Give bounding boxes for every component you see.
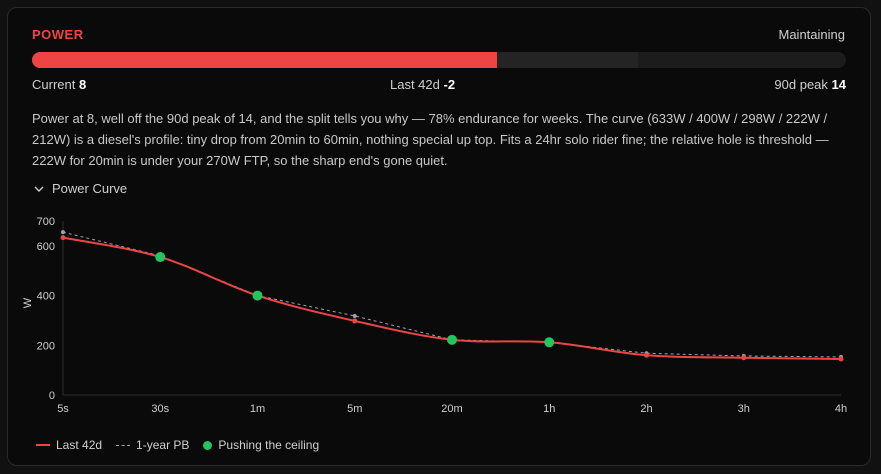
peak-stat: 90d peak 14 (774, 77, 846, 92)
peak-label: 90d peak (774, 77, 828, 92)
y-tick-label: 400 (37, 291, 55, 303)
point-last-42d (60, 235, 66, 241)
power-progress-bar (32, 52, 846, 68)
x-tick-label: 5s (57, 403, 69, 415)
point-last-42d (741, 355, 747, 361)
x-tick-label: 20m (441, 403, 462, 415)
toggle-label: Power Curve (52, 181, 128, 196)
point-pb (352, 313, 357, 318)
chart-legend: Last 42d 1-year PB Pushing the ceiling (36, 438, 333, 452)
point-last-42d (838, 356, 844, 362)
legend-label: 1-year PB (136, 438, 190, 452)
last-label: Last 42d (390, 77, 440, 92)
x-tick-label: 30s (151, 403, 169, 415)
current-value: 8 (78, 77, 87, 92)
summary-text: Power at 8, well off the 90d peak of 14,… (32, 111, 829, 168)
power-curve-toggle[interactable]: Power Curve (34, 181, 127, 196)
y-tick-label: 0 (49, 390, 55, 402)
legend-label: Pushing the ceiling (218, 438, 320, 452)
last-42d-stat: Last 42d -2 (390, 77, 455, 92)
x-tick-label: 1m (250, 403, 265, 415)
legend-swatch-dash (116, 444, 131, 446)
y-tick-label: 600 (37, 241, 55, 253)
x-tick-label: 4h (835, 403, 847, 415)
chevron-down-icon (34, 181, 44, 196)
legend-swatch-line (36, 444, 50, 446)
status-label: Maintaining (778, 27, 846, 42)
current-stat: Current 8 (32, 77, 86, 92)
point-pushing-ceiling (544, 337, 555, 348)
y-axis-label: W (22, 297, 34, 308)
last-value: -2 (443, 77, 456, 92)
x-tick-label: 3h (738, 403, 750, 415)
y-tick-label: 200 (37, 340, 55, 352)
current-label: Current (32, 77, 76, 92)
x-tick-label: 1h (543, 403, 555, 415)
legend-label: Last 42d (56, 438, 103, 452)
legend-highlight: Pushing the ceiling (203, 438, 319, 452)
metric-title: POWER (32, 27, 84, 42)
point-pushing-ceiling (252, 290, 263, 301)
point-last-42d (644, 352, 649, 358)
point-pb (61, 230, 65, 235)
legend-swatch-dot (203, 440, 213, 450)
legend-last-42d: Last 42d (36, 438, 102, 452)
x-tick-label: 5m (347, 403, 362, 415)
point-last-42d (352, 318, 358, 324)
x-tick-label: 2h (640, 403, 652, 415)
y-tick-label: 700 (37, 216, 55, 228)
point-pushing-ceiling (155, 252, 166, 263)
power-card: POWER Maintaining Current 8 Last 42d -2 … (7, 7, 871, 466)
current-fill (32, 52, 498, 68)
peak-value: 14 (831, 77, 846, 92)
legend-pb: 1-year PB (116, 438, 189, 452)
point-pushing-ceiling (447, 334, 457, 345)
